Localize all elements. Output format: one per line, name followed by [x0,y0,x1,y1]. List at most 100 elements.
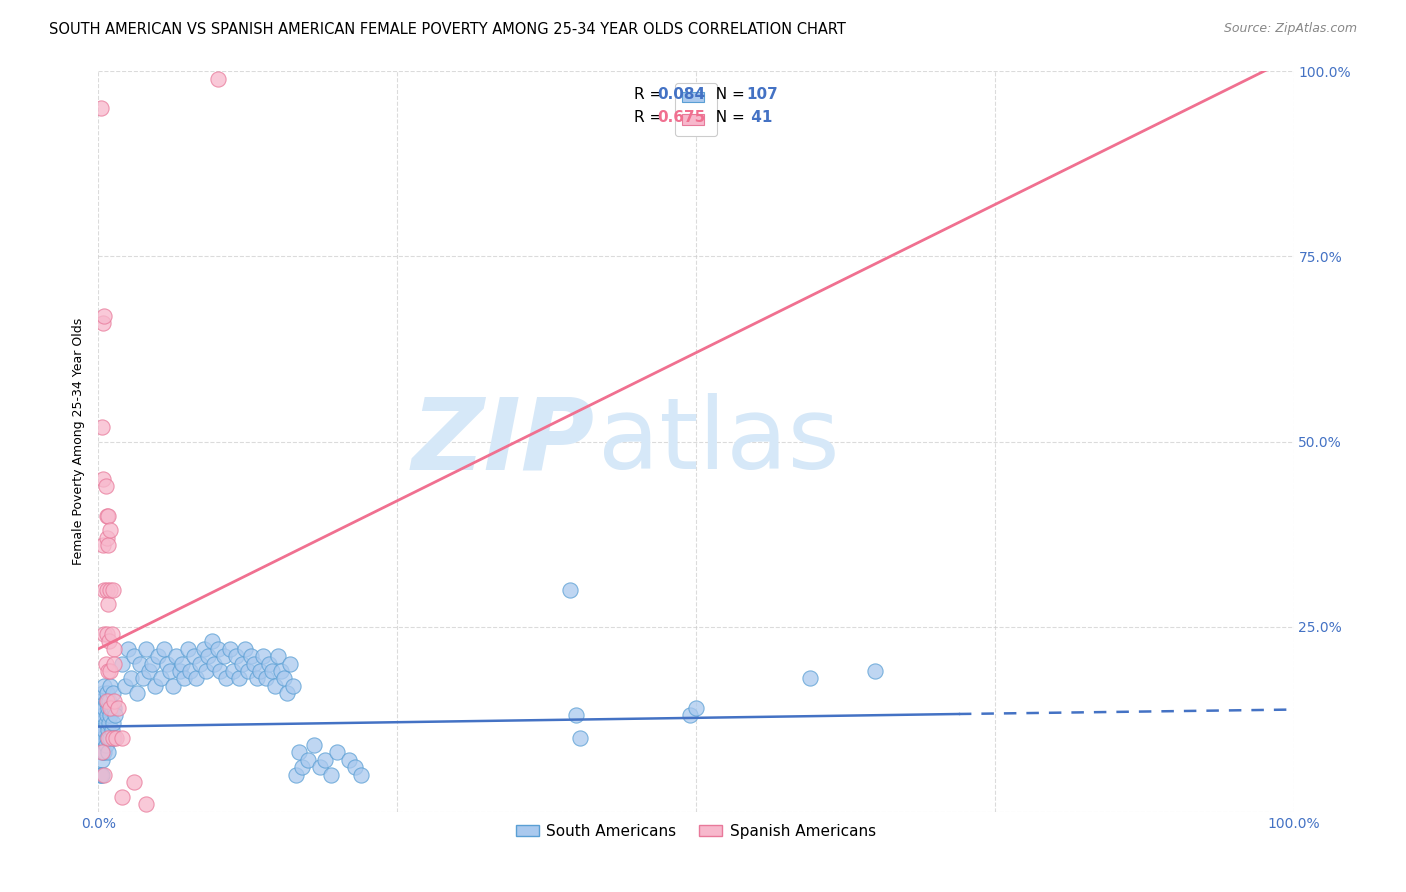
Point [252,649,274,664]
Text: N =: N = [706,110,749,125]
Point [111,657,134,671]
Text: R =: R = [634,110,666,125]
Point [169,664,191,678]
Point [162,679,184,693]
Point [90,746,112,760]
Point [173,672,195,686]
Point [560,582,582,597]
Point [90,767,112,781]
Point [90,731,112,745]
Point [98,731,122,745]
Text: 0.084: 0.084 [658,87,706,102]
Point [249,664,271,678]
Point [201,634,224,648]
Point [270,664,292,678]
Point [254,672,277,686]
Point [91,738,114,752]
Point [103,701,125,715]
Point [124,775,146,789]
Point [148,649,170,664]
Point [101,686,124,700]
Point [96,508,118,523]
Point [97,746,120,760]
Point [91,753,114,767]
Point [308,760,330,774]
Point [339,753,361,767]
Text: N =: N = [706,87,749,102]
Point [101,582,124,597]
Point [98,634,121,648]
Point [98,708,122,723]
Point [565,708,588,723]
Point [297,753,319,767]
Point [97,731,120,745]
Point [302,738,325,752]
Point [97,723,120,738]
Point [799,672,821,686]
Point [207,641,229,656]
Point [98,679,122,693]
Point [97,538,120,552]
Point [89,708,111,723]
Point [93,701,115,715]
Point [246,672,269,686]
Point [114,679,136,693]
Point [186,672,208,686]
Text: R =: R = [634,87,666,102]
Point [96,627,118,641]
Point [209,664,232,678]
Point [177,641,200,656]
Point [91,538,114,552]
Text: ZIP: ZIP [412,393,595,490]
Point [236,664,259,678]
Point [273,672,295,686]
Point [91,767,114,781]
Point [91,471,114,485]
Point [222,664,245,678]
Point [90,102,112,116]
Point [96,694,118,708]
Point [326,746,349,760]
Point [97,664,120,678]
Point [183,649,205,664]
Text: 107: 107 [747,87,778,102]
Point [91,701,114,715]
Point [225,649,247,664]
Point [100,701,122,715]
Point [91,746,114,760]
Point [89,767,111,781]
Point [125,686,148,700]
Point [124,649,146,664]
Point [96,582,118,597]
Point [93,767,115,781]
Point [94,479,117,493]
Point [97,508,120,523]
Point [264,679,287,693]
Text: Source: ZipAtlas.com: Source: ZipAtlas.com [1223,22,1357,36]
Point [179,664,201,678]
Point [679,708,702,723]
Point [207,71,229,86]
Point [143,679,166,693]
Point [93,309,115,323]
Point [240,649,263,664]
Point [98,694,121,708]
Point [117,641,139,656]
Point [101,715,124,730]
Point [202,657,225,671]
Point [685,701,707,715]
Point [865,664,887,678]
Point [172,657,194,671]
Point [243,657,266,671]
Point [94,694,117,708]
Point [231,657,253,671]
Point [93,582,115,597]
Point [219,641,242,656]
Text: 0.675: 0.675 [658,110,706,125]
Point [138,664,160,678]
Point [212,649,235,664]
Point [89,723,111,738]
Point [129,657,152,671]
Point [98,701,122,715]
Point [98,715,121,730]
